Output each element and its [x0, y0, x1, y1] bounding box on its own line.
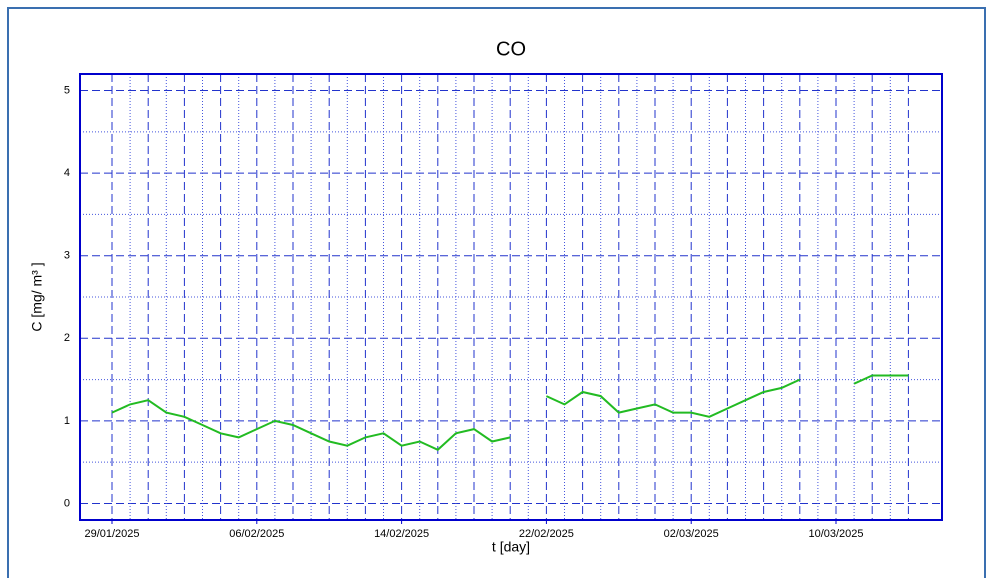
x-tick-label: 06/02/2025	[229, 528, 284, 540]
chart-title: CO	[496, 38, 526, 60]
data-line	[111, 374, 909, 451]
y-tick-label: 0	[64, 497, 70, 509]
window-frame	[7, 7, 986, 578]
y-tick-label: 3	[64, 250, 70, 262]
y-tick-label: 2	[64, 332, 70, 344]
x-tick-label: 29/01/2025	[84, 528, 139, 540]
y-tick-label: 1	[64, 415, 70, 427]
x-tick-label: 10/03/2025	[808, 528, 863, 540]
x-tick-label: 22/02/2025	[519, 528, 574, 540]
x-tick-label: 02/03/2025	[664, 528, 719, 540]
y-tick-label: 5	[64, 84, 70, 96]
plot	[111, 374, 909, 451]
y-tick-label: 4	[64, 167, 70, 179]
y-axis-label: C [mg/ m³ ]	[29, 262, 45, 331]
grid	[80, 74, 942, 520]
plot-frame	[79, 73, 943, 521]
x-axis-label: t [day]	[492, 539, 530, 555]
x-tick-label: 14/02/2025	[374, 528, 429, 540]
